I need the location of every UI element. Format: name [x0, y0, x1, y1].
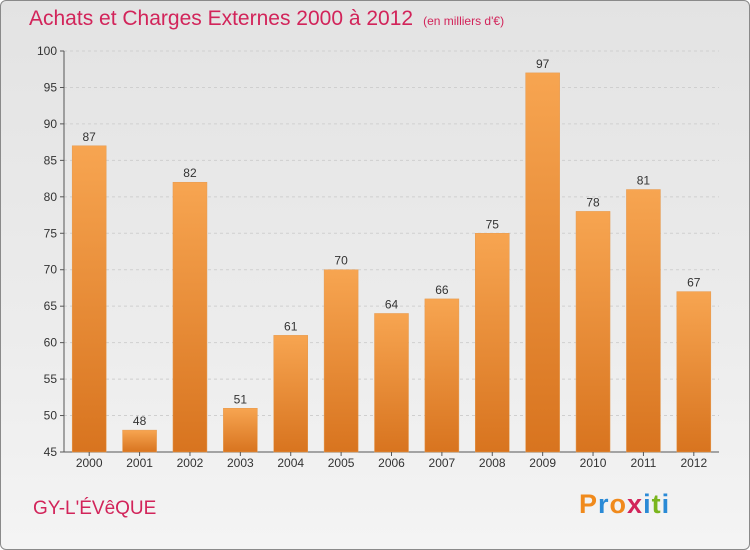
- data-label: 48: [133, 414, 147, 428]
- logo-letter: i: [643, 489, 652, 519]
- bar: [71, 145, 107, 453]
- y-tick-label: 55: [44, 372, 58, 386]
- y-tick-label: 85: [44, 153, 58, 167]
- bar: [122, 429, 157, 453]
- y-tick-label: 50: [44, 409, 58, 423]
- bar: [424, 298, 460, 453]
- bar: [323, 269, 359, 453]
- data-label: 67: [687, 276, 701, 290]
- data-label: 75: [486, 217, 500, 231]
- chart-unit: (en milliers d'€): [423, 14, 505, 28]
- bar: [273, 335, 308, 453]
- logo-letter: x: [627, 489, 644, 519]
- bar: [575, 211, 611, 453]
- data-label: 64: [385, 297, 399, 311]
- y-tick-label: 60: [44, 336, 58, 350]
- bar: [374, 313, 409, 453]
- bar: [676, 291, 712, 453]
- y-tick-label: 45: [44, 445, 58, 459]
- chart-title-text: Achats et Charges Externes 2000 à 2012: [29, 7, 414, 30]
- y-tick-label: 75: [44, 226, 58, 240]
- y-tick-label: 70: [44, 263, 58, 277]
- proxiti-logo: Proxiti: [579, 489, 670, 520]
- bar: [525, 72, 560, 453]
- y-tick-label: 95: [44, 80, 58, 94]
- data-label: 51: [234, 392, 248, 406]
- data-label: 78: [586, 195, 600, 209]
- y-tick-label: 80: [44, 190, 58, 204]
- y-tick-label: 90: [44, 117, 58, 131]
- bar: [223, 408, 258, 453]
- data-label: 97: [536, 57, 550, 71]
- data-label: 81: [637, 174, 651, 188]
- bar: [475, 233, 510, 453]
- logo-letter: P: [579, 489, 599, 519]
- bar: [626, 189, 661, 453]
- x-tick-label: 2001: [126, 456, 153, 470]
- x-tick-label: 2009: [529, 456, 556, 470]
- x-tick-label: 2005: [328, 456, 355, 470]
- data-label: 70: [334, 254, 348, 268]
- logo-letter: t: [651, 489, 662, 519]
- x-tick-label: 2007: [429, 456, 456, 470]
- x-tick-label: 2008: [479, 456, 506, 470]
- x-tick-label: 2006: [378, 456, 405, 470]
- x-tick-label: 2004: [277, 456, 304, 470]
- place-name: GY-L'ÉVêQUE: [33, 498, 157, 519]
- logo-letter: o: [609, 489, 628, 519]
- x-tick-label: 2000: [76, 456, 103, 470]
- data-label: 66: [435, 283, 449, 297]
- x-tick-label: 2003: [227, 456, 254, 470]
- x-tick-label: 2002: [177, 456, 204, 470]
- data-label: 87: [83, 130, 97, 144]
- x-tick-label: 2010: [580, 456, 607, 470]
- y-tick-label: 100: [37, 44, 57, 58]
- y-tick-label: 65: [44, 299, 58, 313]
- chart-title: Achats et Charges Externes 2000 à 2012 (e…: [29, 7, 504, 31]
- logo-letter: i: [661, 489, 671, 519]
- logo-letter: r: [598, 489, 610, 519]
- bar: [172, 181, 208, 453]
- x-tick-label: 2012: [680, 456, 707, 470]
- x-tick-label: 2011: [631, 456, 657, 470]
- data-label: 61: [284, 319, 298, 333]
- data-label: 82: [183, 166, 197, 180]
